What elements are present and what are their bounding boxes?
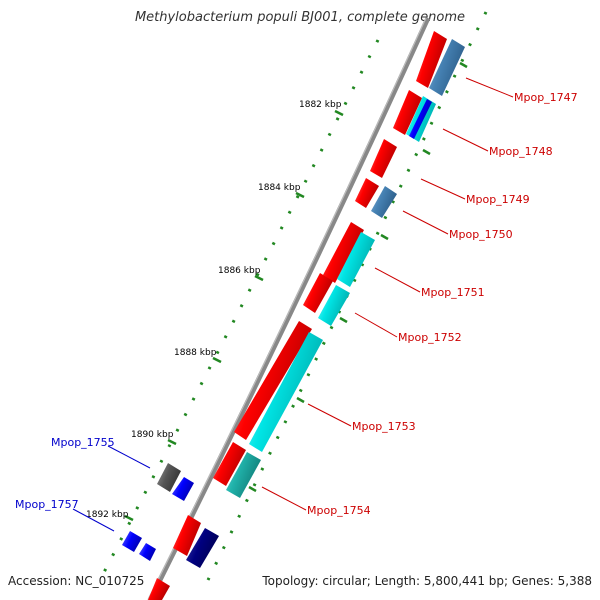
protein-feature[interactable] <box>409 99 432 139</box>
leader-line <box>307 403 352 427</box>
cds-feature[interactable] <box>355 178 379 208</box>
gene-label-mpop-1753[interactable]: Mpop_1753 <box>352 420 416 433</box>
scale-tick <box>254 274 264 282</box>
leader-line <box>107 445 151 469</box>
scale-label-1884: 1884 kbp <box>258 183 301 193</box>
protein-feature[interactable] <box>337 232 375 287</box>
accession-text: Accession: NC_010725 <box>8 574 145 588</box>
protein-track <box>186 39 465 568</box>
topology-text: Topology: circular; Length: 5,800,441 bp… <box>262 574 592 588</box>
leader-line <box>354 312 398 338</box>
leader-line <box>402 210 449 235</box>
cds-feature[interactable] <box>234 321 312 440</box>
scale-tick <box>296 396 305 404</box>
protein-feature[interactable] <box>429 39 465 96</box>
gene-label-mpop-1748[interactable]: Mpop_1748 <box>489 145 553 158</box>
protein-feature[interactable] <box>318 285 350 326</box>
gene-label-mpop-1751[interactable]: Mpop_1751 <box>421 286 485 299</box>
outer-dotted-track <box>98 39 380 581</box>
gene-label-mpop-1755[interactable]: Mpop_1755 <box>51 436 115 449</box>
protein-feature[interactable] <box>371 186 397 218</box>
gene-label-mpop-1750[interactable]: Mpop_1750 <box>449 228 513 241</box>
protein-feature[interactable] <box>122 531 142 552</box>
leader-lines <box>72 77 514 532</box>
cds-feature[interactable] <box>173 515 201 556</box>
protein-feature[interactable] <box>172 477 194 501</box>
scale-tick <box>212 356 222 364</box>
protein-feature[interactable] <box>157 463 181 492</box>
leader-line <box>420 178 466 200</box>
gene-label-mpop-1749[interactable]: Mpop_1749 <box>466 193 530 206</box>
cds-track <box>148 31 447 600</box>
leader-line <box>465 77 514 98</box>
cds-feature[interactable] <box>323 222 364 283</box>
gene-label-mpop-1752[interactable]: Mpop_1752 <box>398 331 462 344</box>
protein-feature[interactable] <box>226 452 261 498</box>
reverse-strand-track <box>122 463 194 561</box>
gene-label-mpop-1757[interactable]: Mpop_1757 <box>15 498 79 511</box>
leader-line <box>374 267 421 293</box>
genome-backbone-highlight <box>147 17 427 600</box>
scale-tick <box>124 514 134 522</box>
scale-label-1886: 1886 kbp <box>218 266 261 276</box>
cds-feature[interactable] <box>393 90 422 135</box>
inner-dotted-track <box>206 11 488 581</box>
scale-tick <box>248 485 257 493</box>
scale-tick <box>380 233 389 241</box>
scale-tick <box>339 316 348 324</box>
scale-tick <box>295 191 305 199</box>
protein-feature[interactable] <box>186 528 219 568</box>
cds-feature[interactable] <box>370 139 397 178</box>
genome-backbone <box>147 16 431 600</box>
leader-line <box>442 128 489 152</box>
cds-feature[interactable] <box>416 31 447 88</box>
scale-tick <box>334 109 344 117</box>
map-title: Methylobacterium populi BJ001, complete … <box>134 10 466 25</box>
scale-ticks <box>124 61 468 522</box>
protein-feature[interactable] <box>139 543 156 561</box>
cds-feature[interactable] <box>213 442 246 486</box>
scale-label-1892: 1892 kbp <box>86 510 129 520</box>
scale-label-1888: 1888 kbp <box>174 348 217 358</box>
scale-tick <box>167 438 177 446</box>
cds-feature[interactable] <box>303 273 333 313</box>
leader-line <box>261 486 307 511</box>
protein-feature[interactable] <box>249 332 323 452</box>
scale-tick <box>459 61 468 69</box>
gene-label-mpop-1754[interactable]: Mpop_1754 <box>307 504 371 517</box>
scale-tick <box>422 148 431 156</box>
cds-feature[interactable] <box>148 578 170 600</box>
leader-line <box>72 508 115 532</box>
scale-label-1882: 1882 kbp <box>299 100 342 110</box>
scale-label-1890: 1890 kbp <box>131 430 174 440</box>
gene-label-mpop-1747[interactable]: Mpop_1747 <box>514 91 578 104</box>
